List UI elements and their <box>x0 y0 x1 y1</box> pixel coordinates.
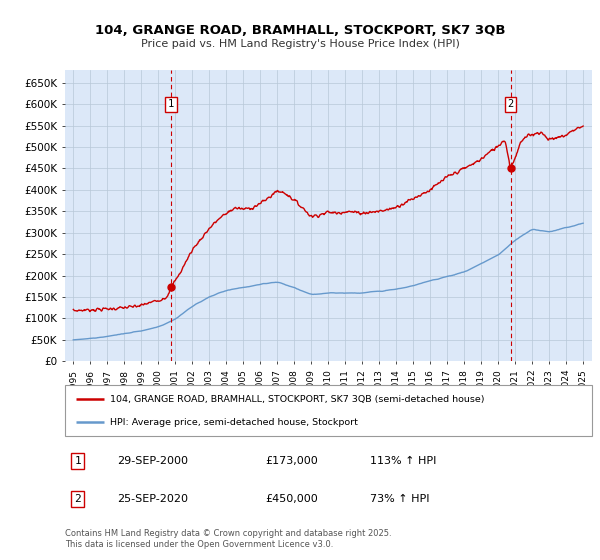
Text: 1: 1 <box>168 99 174 109</box>
Text: 1: 1 <box>74 456 82 466</box>
Text: 2: 2 <box>74 494 82 504</box>
Text: 73% ↑ HPI: 73% ↑ HPI <box>370 494 430 504</box>
Text: 25-SEP-2020: 25-SEP-2020 <box>118 494 188 504</box>
Text: 2: 2 <box>508 99 514 109</box>
Text: £173,000: £173,000 <box>265 456 318 466</box>
Text: £450,000: £450,000 <box>265 494 318 504</box>
Text: 104, GRANGE ROAD, BRAMHALL, STOCKPORT, SK7 3QB (semi-detached house): 104, GRANGE ROAD, BRAMHALL, STOCKPORT, S… <box>110 395 484 404</box>
Text: Price paid vs. HM Land Registry's House Price Index (HPI): Price paid vs. HM Land Registry's House … <box>140 39 460 49</box>
Text: 104, GRANGE ROAD, BRAMHALL, STOCKPORT, SK7 3QB: 104, GRANGE ROAD, BRAMHALL, STOCKPORT, S… <box>95 24 505 36</box>
FancyBboxPatch shape <box>65 385 592 436</box>
Text: Contains HM Land Registry data © Crown copyright and database right 2025.
This d: Contains HM Land Registry data © Crown c… <box>65 529 391 549</box>
Text: 29-SEP-2000: 29-SEP-2000 <box>118 456 188 466</box>
Text: 113% ↑ HPI: 113% ↑ HPI <box>370 456 437 466</box>
Text: HPI: Average price, semi-detached house, Stockport: HPI: Average price, semi-detached house,… <box>110 418 358 427</box>
